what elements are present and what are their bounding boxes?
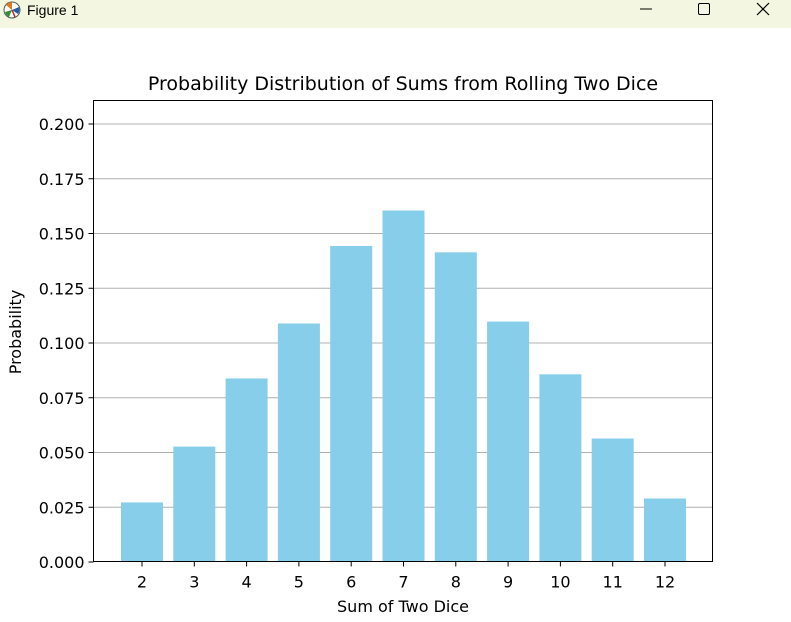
- matplotlib-logo-icon: [3, 1, 21, 19]
- x-tick-label: 6: [346, 573, 356, 592]
- x-tick-label: 7: [398, 573, 408, 592]
- window-title: Figure 1: [27, 2, 79, 18]
- y-tick-label: 0.075: [39, 389, 85, 408]
- x-tick-label: 12: [655, 573, 675, 592]
- chart-title: Probability Distribution of Sums from Ro…: [148, 73, 658, 95]
- x-tick-label: 3: [189, 573, 199, 592]
- maximize-button[interactable]: [681, 0, 727, 28]
- y-axis-label: Probability: [6, 290, 25, 375]
- x-axis-label: Sum of Two Dice: [337, 597, 469, 616]
- x-tick-label: 10: [550, 573, 570, 592]
- x-tick-label: 2: [137, 573, 147, 592]
- y-ticks: 0.000 0.025 0.050 0.075 0.100 0.125 0.150 0.175…: [39, 115, 94, 572]
- minimize-icon: [640, 8, 652, 10]
- x-tick-label: 8: [451, 573, 461, 592]
- bar-sum-4: [225, 378, 268, 562]
- bar-sum-10: [539, 374, 582, 562]
- bars: [121, 210, 686, 563]
- bar-sum-3: [173, 446, 216, 562]
- bar-sum-7: [382, 210, 425, 562]
- bar-sum-2: [121, 502, 163, 562]
- maximize-icon: [698, 3, 710, 15]
- close-icon: [756, 2, 770, 16]
- y-tick-label: 0.125: [39, 279, 85, 298]
- close-button[interactable]: [740, 0, 786, 28]
- y-tick-label: 0.175: [39, 170, 85, 189]
- y-tick-label: 0.150: [39, 225, 85, 244]
- bar-sum-12: [644, 498, 686, 562]
- x-tick-label: 4: [242, 573, 252, 592]
- bar-sum-6: [330, 245, 373, 562]
- y-tick-label: 0.100: [39, 334, 85, 353]
- bar-sum-5: [277, 323, 320, 562]
- minimize-button[interactable]: [623, 0, 669, 28]
- x-tick-label: 11: [603, 573, 623, 592]
- y-tick-label: 0.200: [39, 115, 85, 134]
- bar-sum-8: [434, 252, 477, 563]
- bar-sum-9: [487, 321, 530, 562]
- x-tick-label: 9: [503, 573, 513, 592]
- x-tick-label: 5: [294, 573, 304, 592]
- y-tick-label: 0.050: [39, 444, 85, 463]
- x-ticks: 2 3 4 5 6 7 8 9 10 11 12: [137, 561, 675, 592]
- bar-sum-11: [591, 438, 634, 562]
- y-tick-label: 0.025: [39, 498, 85, 517]
- figure-canvas: Probability Distribution of Sums from Ro…: [0, 28, 791, 618]
- window-titlebar: Figure 1: [0, 0, 791, 28]
- bar-chart: Probability Distribution of Sums from Ro…: [6, 73, 713, 616]
- y-tick-label: 0.000: [39, 553, 85, 572]
